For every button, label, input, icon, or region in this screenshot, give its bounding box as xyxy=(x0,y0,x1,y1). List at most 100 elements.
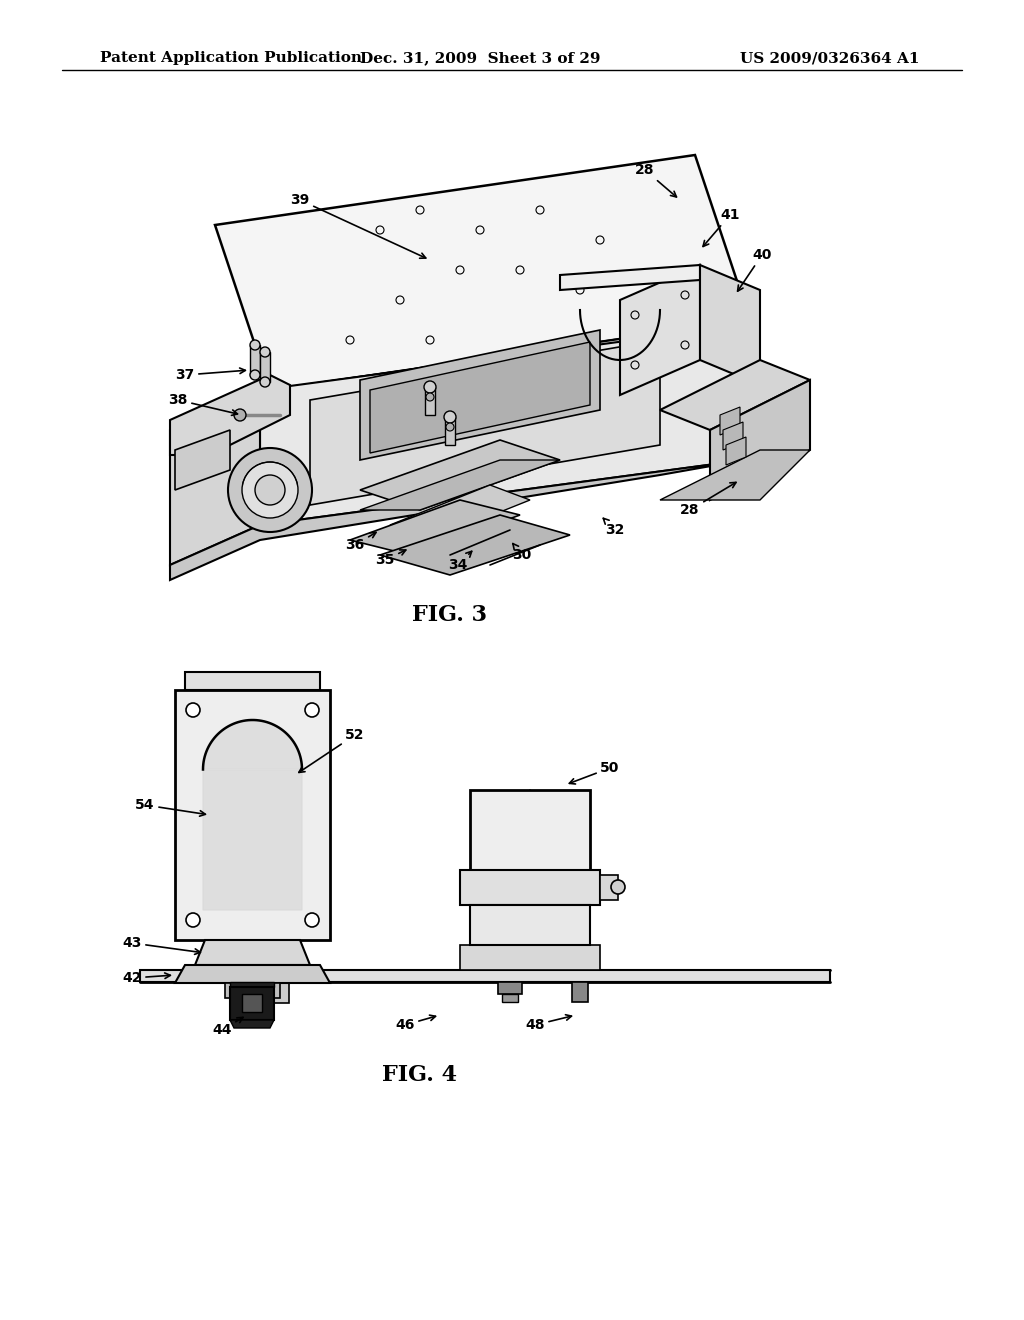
Polygon shape xyxy=(195,940,310,965)
Circle shape xyxy=(424,381,436,393)
Polygon shape xyxy=(264,970,289,1003)
Circle shape xyxy=(305,704,319,717)
Polygon shape xyxy=(710,380,810,500)
Circle shape xyxy=(396,296,404,304)
Text: 54: 54 xyxy=(135,799,206,816)
Polygon shape xyxy=(310,341,660,506)
Polygon shape xyxy=(445,417,455,445)
Circle shape xyxy=(186,704,200,717)
Text: 32: 32 xyxy=(603,519,625,537)
Circle shape xyxy=(596,236,604,244)
Polygon shape xyxy=(250,345,260,375)
Text: 37: 37 xyxy=(175,368,246,381)
Polygon shape xyxy=(660,450,810,500)
Text: 48: 48 xyxy=(525,1015,571,1032)
Polygon shape xyxy=(170,375,290,455)
Polygon shape xyxy=(360,459,560,510)
Polygon shape xyxy=(225,983,280,998)
Circle shape xyxy=(456,267,464,275)
Polygon shape xyxy=(700,265,760,385)
Polygon shape xyxy=(460,870,600,906)
Text: 42: 42 xyxy=(122,972,170,985)
Polygon shape xyxy=(175,430,230,490)
Text: 52: 52 xyxy=(299,729,365,772)
Text: 35: 35 xyxy=(376,550,406,568)
Text: 46: 46 xyxy=(395,1015,435,1032)
Polygon shape xyxy=(230,1020,274,1028)
Polygon shape xyxy=(203,719,302,909)
Text: 50: 50 xyxy=(569,762,620,784)
Text: 28: 28 xyxy=(680,482,736,517)
Polygon shape xyxy=(726,437,746,465)
Text: FIG. 3: FIG. 3 xyxy=(413,605,487,626)
Text: Dec. 31, 2009  Sheet 3 of 29: Dec. 31, 2009 Sheet 3 of 29 xyxy=(359,51,600,65)
Polygon shape xyxy=(215,154,750,389)
Circle shape xyxy=(260,347,270,356)
Circle shape xyxy=(376,226,384,234)
Polygon shape xyxy=(720,407,740,436)
Polygon shape xyxy=(498,982,522,994)
Polygon shape xyxy=(470,906,590,945)
Polygon shape xyxy=(230,987,274,1020)
Text: Patent Application Publication: Patent Application Publication xyxy=(100,51,362,65)
Circle shape xyxy=(611,880,625,894)
Circle shape xyxy=(228,447,312,532)
Circle shape xyxy=(426,337,434,345)
Polygon shape xyxy=(560,265,700,290)
Circle shape xyxy=(416,206,424,214)
Text: 39: 39 xyxy=(291,193,426,259)
Polygon shape xyxy=(572,982,588,1002)
Circle shape xyxy=(575,286,584,294)
Text: 30: 30 xyxy=(512,544,531,562)
Text: 43: 43 xyxy=(122,936,201,954)
Polygon shape xyxy=(360,440,560,510)
Text: 44: 44 xyxy=(212,1018,243,1038)
Polygon shape xyxy=(370,342,590,453)
Circle shape xyxy=(242,462,298,517)
Text: 36: 36 xyxy=(345,532,376,552)
Polygon shape xyxy=(380,515,570,576)
Circle shape xyxy=(186,913,200,927)
Circle shape xyxy=(255,475,285,506)
Polygon shape xyxy=(260,325,745,525)
Circle shape xyxy=(346,337,354,345)
Circle shape xyxy=(234,409,246,421)
Circle shape xyxy=(250,341,260,350)
Circle shape xyxy=(631,360,639,370)
Polygon shape xyxy=(175,690,330,940)
Circle shape xyxy=(476,226,484,234)
Circle shape xyxy=(444,411,456,422)
Polygon shape xyxy=(460,945,600,970)
Circle shape xyxy=(250,370,260,380)
Circle shape xyxy=(446,422,454,432)
Polygon shape xyxy=(350,500,520,554)
Circle shape xyxy=(305,913,319,927)
Text: FIG. 4: FIG. 4 xyxy=(383,1064,458,1086)
Text: 40: 40 xyxy=(737,248,772,292)
Polygon shape xyxy=(600,875,618,900)
Circle shape xyxy=(426,393,434,401)
Text: 41: 41 xyxy=(703,209,739,247)
Polygon shape xyxy=(170,459,745,579)
Text: 28: 28 xyxy=(635,162,677,197)
Circle shape xyxy=(247,986,257,997)
Polygon shape xyxy=(502,994,518,1002)
Polygon shape xyxy=(242,994,262,1012)
Circle shape xyxy=(681,341,689,348)
Text: 38: 38 xyxy=(168,393,238,416)
Polygon shape xyxy=(140,970,830,982)
Polygon shape xyxy=(470,789,590,870)
Polygon shape xyxy=(660,360,810,430)
Polygon shape xyxy=(240,970,264,998)
Circle shape xyxy=(681,290,689,300)
Circle shape xyxy=(536,206,544,214)
Polygon shape xyxy=(270,319,750,405)
Circle shape xyxy=(516,267,524,275)
Polygon shape xyxy=(620,265,700,395)
Polygon shape xyxy=(260,352,270,381)
Text: US 2009/0326364 A1: US 2009/0326364 A1 xyxy=(740,51,920,65)
Text: 34: 34 xyxy=(449,552,472,572)
Polygon shape xyxy=(175,965,330,983)
Polygon shape xyxy=(360,330,600,459)
Circle shape xyxy=(260,378,270,387)
